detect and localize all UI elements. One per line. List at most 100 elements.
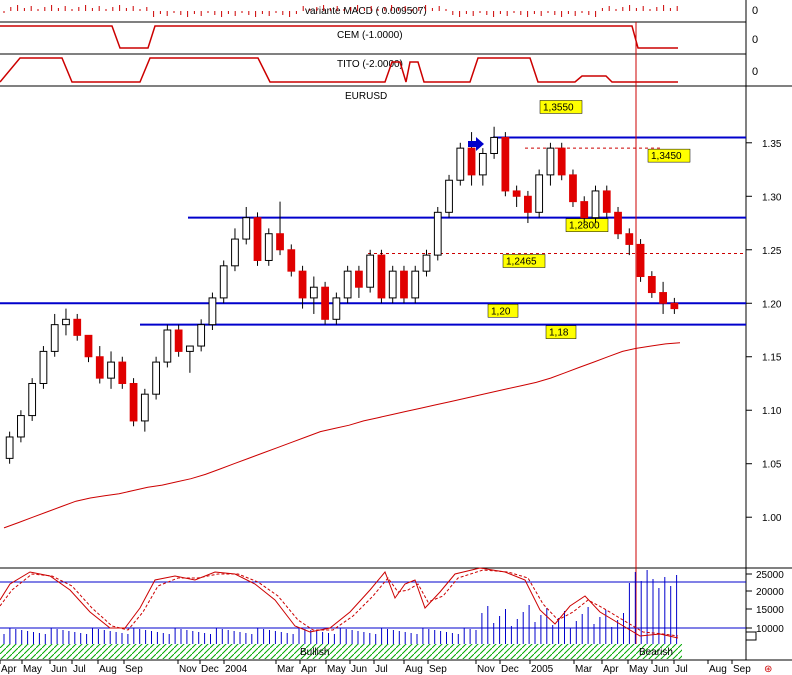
y-tick-label: 1.25	[762, 246, 782, 257]
candle-body	[591, 190, 600, 219]
x-tick-label: Mar	[575, 664, 593, 675]
candle-body	[264, 233, 273, 261]
candle-body	[62, 318, 70, 326]
x-tick-label: Dec	[501, 664, 519, 675]
chart-title: EURUSD	[345, 91, 387, 102]
bearish-label: Bearish	[639, 647, 673, 658]
x-tick-label: Aug	[709, 664, 727, 675]
cem-axis-value: 0	[752, 34, 758, 46]
x-tick-label: May	[327, 664, 346, 675]
candle-body	[219, 265, 228, 299]
candle-body	[118, 361, 127, 384]
candle-body	[647, 276, 656, 294]
x-tick-label: Dec	[201, 664, 219, 675]
candle-body	[186, 345, 194, 352]
candle-body	[253, 217, 262, 261]
candle-body	[95, 356, 104, 379]
candle-body	[152, 361, 160, 395]
candle-body	[411, 270, 420, 299]
candle-body	[400, 270, 408, 299]
x-tick-label: Apr	[1, 664, 17, 675]
candle-body	[602, 190, 611, 213]
y-tick-label: 1.10	[762, 406, 782, 417]
x-tick-label: Nov	[477, 664, 495, 675]
candle-body	[287, 249, 296, 272]
level-label: 1,3550	[543, 102, 574, 113]
level-label-box	[487, 304, 519, 318]
y-tick-label: 1.00	[762, 513, 782, 524]
candle-body	[569, 174, 577, 203]
oscillator-axis: 25000 20000 15000 10000	[746, 570, 784, 635]
level-label-box	[647, 148, 691, 163]
x-tick-label: 2005	[531, 664, 554, 675]
x-tick-label: Sep	[733, 664, 751, 675]
candle-body	[377, 254, 386, 299]
level-label-box	[539, 100, 583, 114]
x-tick-label: Jun	[351, 664, 367, 675]
tito-label: TITO (-2.0000)	[337, 59, 403, 70]
level-label: 1,2465	[506, 257, 537, 268]
candle-body	[546, 147, 555, 176]
candle-body	[5, 436, 14, 459]
candle-body	[298, 270, 307, 299]
candle-body	[456, 147, 465, 181]
x-tick-label: Aug	[99, 664, 117, 675]
candle-body	[28, 382, 37, 417]
candle-body	[490, 136, 498, 154]
bullish-region	[0, 644, 636, 659]
settings-icon[interactable]: ⊛	[764, 664, 772, 675]
y-tick-label: 1.15	[762, 353, 782, 364]
level-label-box	[502, 254, 546, 268]
candle-body	[276, 233, 284, 251]
x-tick-label: Jun	[51, 664, 67, 675]
x-axis: Apr May Jun Jul Aug Sep Nov Dec 2004 Mar Apr May Jun…	[0, 660, 751, 675]
tito-axis-value: 0	[752, 66, 758, 78]
candle-body	[580, 201, 589, 219]
candle-body	[50, 324, 59, 352]
candle-body	[524, 195, 532, 213]
x-tick-label: Jul	[73, 664, 86, 675]
x-tick-label: May	[23, 664, 42, 675]
arrow-icon	[468, 137, 484, 151]
candle-body	[614, 211, 622, 235]
candle-body	[208, 297, 217, 326]
candle-body	[478, 152, 487, 176]
osc-tick-label: 10000	[756, 624, 784, 635]
candle-body	[535, 174, 544, 213]
candle-body	[433, 211, 442, 256]
macd-label: variante MACD ( 0.009507)	[305, 6, 427, 17]
osc-tick-label: 20000	[756, 587, 784, 598]
candle-body	[557, 147, 566, 176]
candle-body	[343, 270, 352, 299]
candle-body	[467, 147, 476, 176]
candle-body	[625, 233, 634, 245]
x-tick-label: Jun	[653, 664, 669, 675]
macd-histogram	[3, 5, 678, 17]
cem-label: CEM (-1.0000)	[337, 30, 403, 41]
x-tick-label: Mar	[277, 664, 295, 675]
x-tick-label: Jul	[675, 664, 688, 675]
candle-body	[231, 238, 239, 267]
candle-body	[197, 324, 206, 347]
candle-body	[242, 217, 251, 240]
candle-body	[501, 136, 510, 192]
osc-tick-label: 25000	[756, 570, 784, 581]
cem-line	[0, 25, 678, 49]
level-label: 1,18	[549, 328, 569, 339]
tito-line	[0, 57, 678, 83]
level-label: 1,2800	[569, 221, 600, 232]
candle-body	[422, 254, 431, 272]
scroll-marker[interactable]	[745, 631, 757, 641]
candle-body	[17, 415, 25, 438]
candle-body	[140, 393, 149, 422]
level-label-box	[545, 325, 577, 339]
candle-body	[659, 292, 667, 304]
macd-axis-value: 0	[752, 5, 758, 17]
candle-body	[670, 302, 679, 310]
y-tick-label: 1.20	[762, 299, 782, 310]
panel-frames	[0, 0, 792, 661]
support-resistance-levels: 1,3550 1,3450 1,2800 1,2465 1,20 1,18	[0, 100, 746, 339]
x-tick-label: May	[629, 664, 648, 675]
x-tick-label: Nov	[179, 664, 197, 675]
x-tick-label: Jul	[375, 664, 388, 675]
